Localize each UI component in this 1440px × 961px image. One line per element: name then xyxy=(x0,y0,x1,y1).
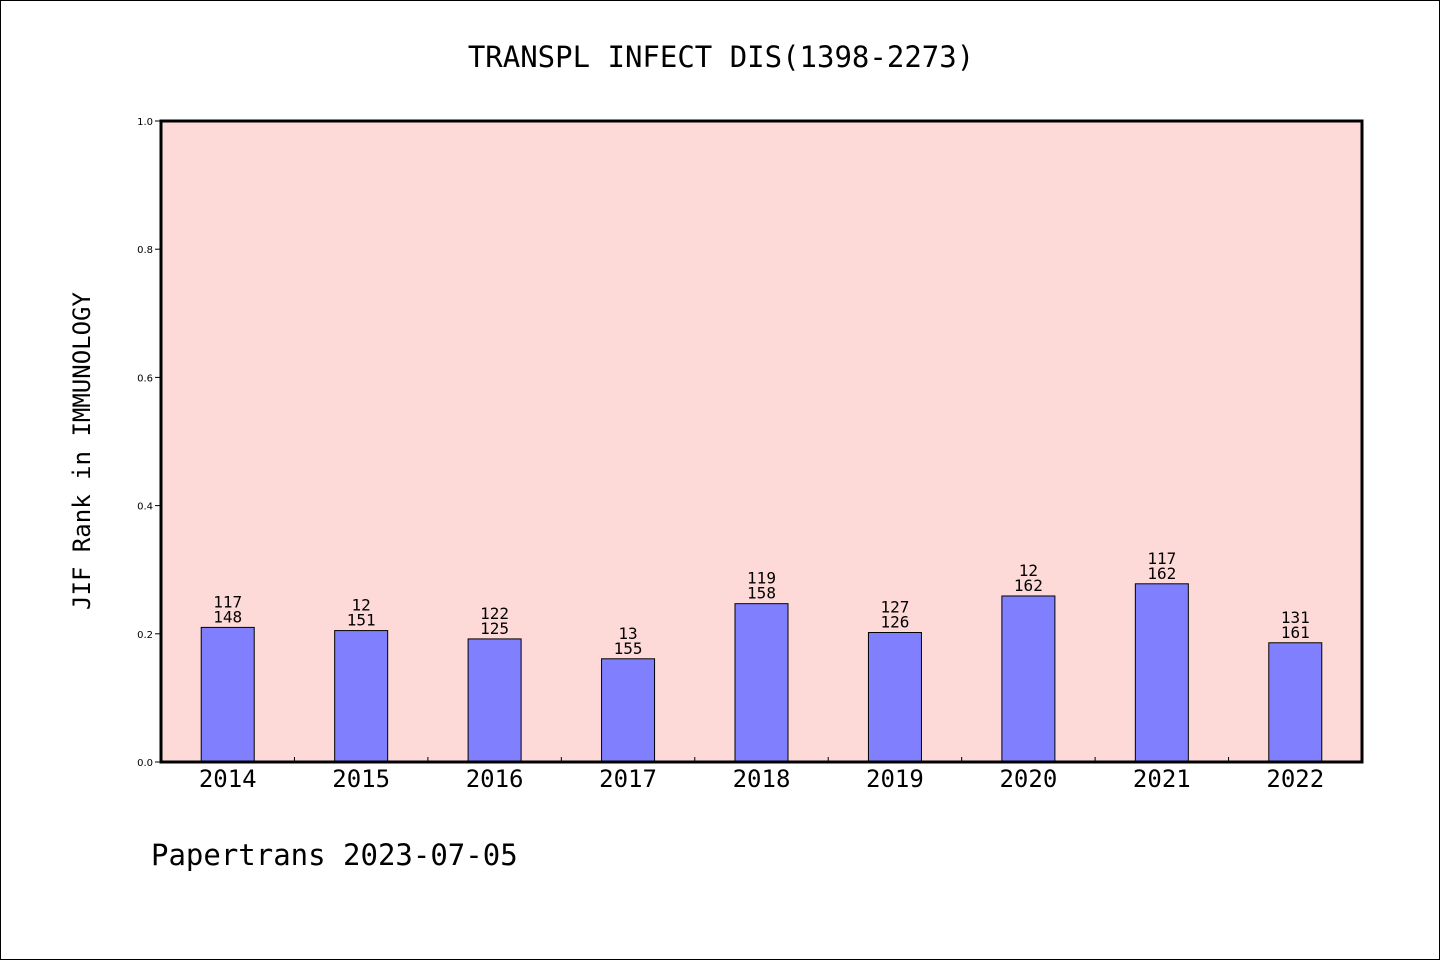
bar xyxy=(601,658,656,763)
bar-label-bottom: 155 xyxy=(614,639,643,658)
bar-label-top: 117 xyxy=(1147,549,1176,568)
x-tick-label: 2015 xyxy=(332,765,390,793)
bar xyxy=(1268,642,1323,763)
chart-title: TRANSPL INFECT DIS(1398-2273) xyxy=(468,40,974,74)
bar xyxy=(467,638,522,763)
plot-border xyxy=(159,119,1364,764)
y-axis: 0.0 0.2 0.4 0.6 0.8 1.0 xyxy=(137,117,161,769)
bar xyxy=(1134,583,1189,763)
footer-watermark: Papertrans 2023-07-05 xyxy=(151,838,518,872)
bar xyxy=(867,632,922,763)
x-tick-label: 2017 xyxy=(599,765,657,793)
x-tick-label: 2021 xyxy=(1133,765,1191,793)
bar-label-top: 12 xyxy=(1019,561,1038,580)
bar-label-top: 122 xyxy=(480,604,509,623)
x-tick-label: 2022 xyxy=(1266,765,1324,793)
bar-label-bottom: 161 xyxy=(1281,623,1310,642)
bar xyxy=(734,603,789,763)
bar-label-bottom: 162 xyxy=(1014,576,1043,595)
y-tick-label: 0.8 xyxy=(137,245,153,256)
x-tick-label: 2014 xyxy=(199,765,257,793)
bar-label-top: 131 xyxy=(1281,608,1310,627)
bar-label-bottom: 162 xyxy=(1147,564,1176,583)
bar xyxy=(1001,595,1056,763)
y-tick-label: 0.4 xyxy=(137,502,153,513)
bar-label-top: 12 xyxy=(352,596,371,615)
bar-label-bottom: 125 xyxy=(480,619,509,638)
bar-label-top: 117 xyxy=(213,592,242,611)
bar-label-top: 13 xyxy=(618,624,637,643)
y-axis-label: JIF Rank in IMMUNOLOGY xyxy=(68,292,96,610)
bar-label-bottom: 158 xyxy=(747,584,776,603)
y-tick-label: 1.0 xyxy=(137,117,153,128)
bar xyxy=(334,630,389,763)
bar-label-bottom: 126 xyxy=(880,613,909,632)
x-axis: 2014 2015 2016 2017 2018 2019 2020 2021 2022 xyxy=(199,757,1324,793)
bar-label-bottom: 148 xyxy=(213,607,242,626)
x-tick-label: 2019 xyxy=(866,765,924,793)
bar-label-bottom: 151 xyxy=(347,611,376,630)
bar-label-top: 119 xyxy=(747,569,776,588)
x-tick-label: 2018 xyxy=(733,765,791,793)
bar-label-top: 127 xyxy=(880,598,909,617)
bar xyxy=(200,626,255,763)
y-tick-label: 0.2 xyxy=(137,630,153,641)
x-tick-label: 2016 xyxy=(466,765,524,793)
x-tick-label: 2020 xyxy=(999,765,1057,793)
y-tick-label: 0.0 xyxy=(137,758,153,769)
y-tick-label: 0.6 xyxy=(137,373,153,384)
